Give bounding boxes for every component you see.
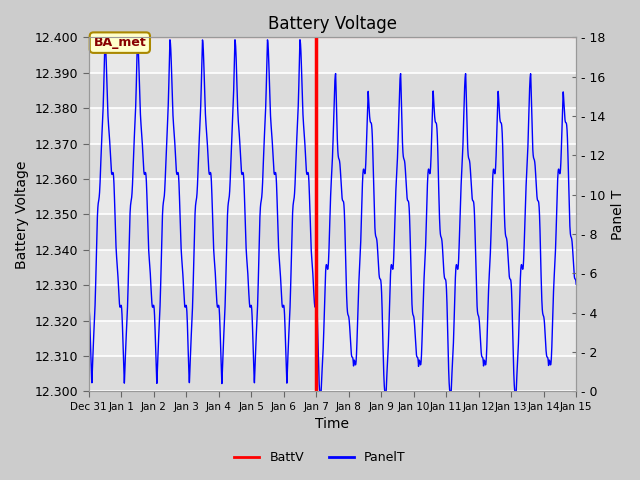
Bar [88,321,576,356]
Bar [88,179,576,215]
Bar [88,108,576,144]
Bar [88,37,576,73]
Legend: BattV, PanelT: BattV, PanelT [229,446,411,469]
Title: Battery Voltage: Battery Voltage [268,15,397,33]
Bar [88,250,576,285]
Bar [88,356,576,391]
Bar [88,215,576,250]
Bar [88,73,576,108]
Text: BA_met: BA_met [93,36,146,49]
Bar [88,285,576,321]
Y-axis label: Battery Voltage: Battery Voltage [15,160,29,269]
Y-axis label: Panel T: Panel T [611,189,625,240]
X-axis label: Time: Time [316,418,349,432]
Bar [88,144,576,179]
